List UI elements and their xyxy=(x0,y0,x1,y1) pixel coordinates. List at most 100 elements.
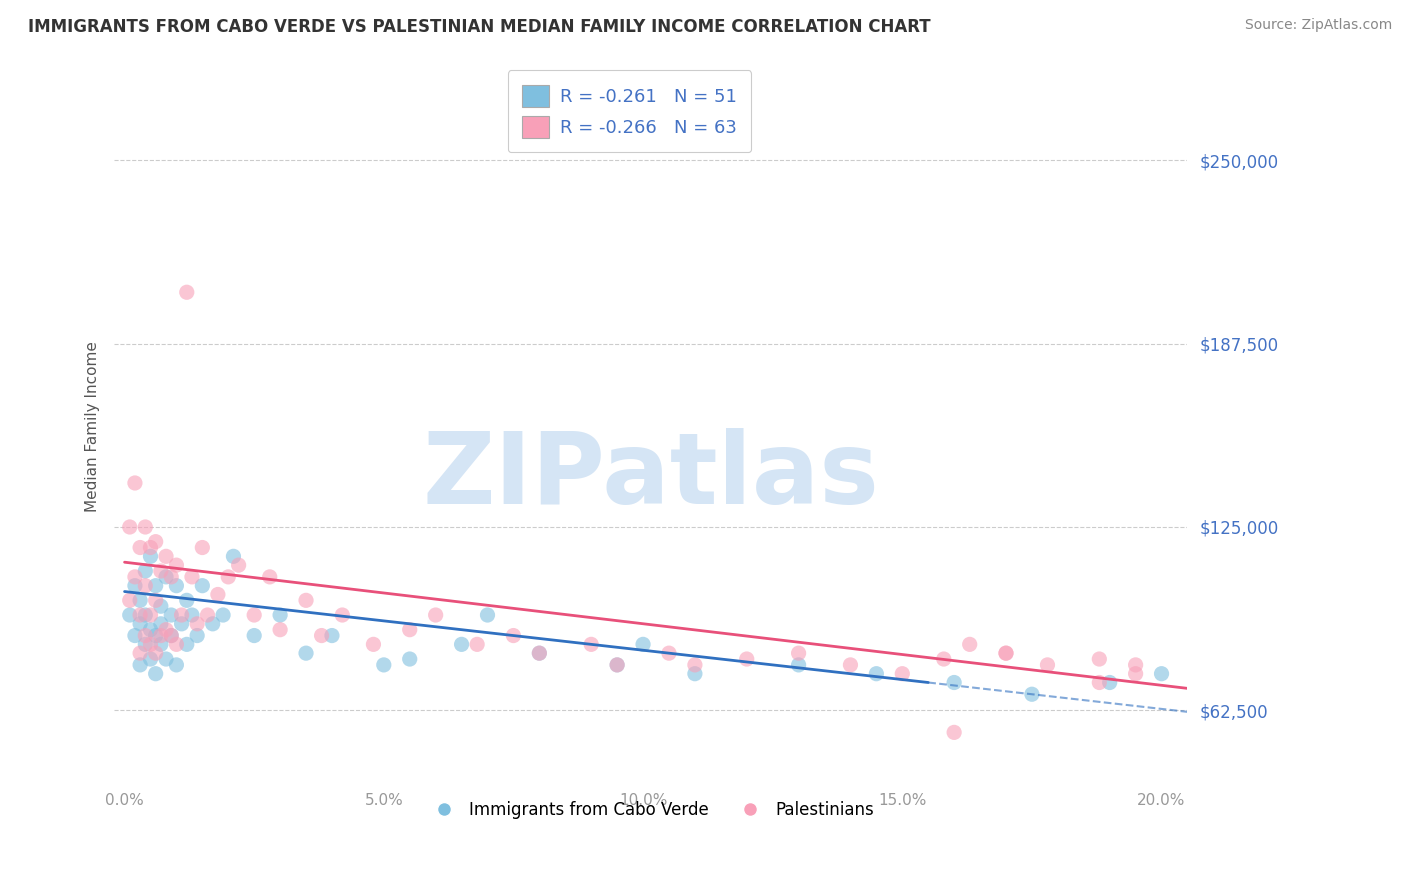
Point xyxy=(165,579,187,593)
Point xyxy=(139,623,162,637)
Point xyxy=(186,629,208,643)
Point xyxy=(201,616,224,631)
Point xyxy=(606,657,628,672)
Point xyxy=(160,629,183,643)
Point xyxy=(1088,652,1111,666)
Point xyxy=(139,637,162,651)
Point xyxy=(631,637,654,651)
Point xyxy=(465,637,488,651)
Point xyxy=(165,558,187,573)
Point xyxy=(145,629,167,643)
Point xyxy=(134,637,156,651)
Point xyxy=(155,623,177,637)
Text: IMMIGRANTS FROM CABO VERDE VS PALESTINIAN MEDIAN FAMILY INCOME CORRELATION CHART: IMMIGRANTS FROM CABO VERDE VS PALESTINIA… xyxy=(28,18,931,36)
Point xyxy=(181,607,204,622)
Point xyxy=(145,666,167,681)
Point xyxy=(943,725,966,739)
Point xyxy=(295,646,318,660)
Point xyxy=(118,520,141,534)
Point xyxy=(959,637,981,651)
Point xyxy=(139,549,162,564)
Point xyxy=(145,593,167,607)
Point xyxy=(124,579,146,593)
Point xyxy=(160,607,183,622)
Point xyxy=(865,666,887,681)
Point xyxy=(139,607,162,622)
Point xyxy=(134,579,156,593)
Legend: Immigrants from Cabo Verde, Palestinians: Immigrants from Cabo Verde, Palestinians xyxy=(420,794,882,825)
Point xyxy=(735,652,758,666)
Point xyxy=(197,607,219,622)
Point xyxy=(217,570,239,584)
Point xyxy=(943,675,966,690)
Point xyxy=(129,657,152,672)
Point xyxy=(129,541,152,555)
Point xyxy=(891,666,914,681)
Point xyxy=(228,558,250,573)
Point xyxy=(1088,675,1111,690)
Point xyxy=(191,579,214,593)
Point xyxy=(839,657,862,672)
Point xyxy=(170,607,193,622)
Point xyxy=(1021,687,1043,701)
Text: Source: ZipAtlas.com: Source: ZipAtlas.com xyxy=(1244,18,1392,32)
Point xyxy=(181,570,204,584)
Point xyxy=(321,629,343,643)
Point xyxy=(134,607,156,622)
Point xyxy=(191,541,214,555)
Point xyxy=(477,607,499,622)
Point xyxy=(186,616,208,631)
Point xyxy=(134,564,156,578)
Point xyxy=(787,657,810,672)
Point xyxy=(579,637,602,651)
Point xyxy=(683,657,706,672)
Point xyxy=(1150,666,1173,681)
Point xyxy=(1125,657,1147,672)
Point xyxy=(149,564,172,578)
Point xyxy=(330,607,353,622)
Point xyxy=(373,657,395,672)
Point xyxy=(658,646,681,660)
Point xyxy=(124,475,146,490)
Point xyxy=(1098,675,1121,690)
Point xyxy=(606,657,628,672)
Point xyxy=(994,646,1017,660)
Point xyxy=(450,637,472,651)
Point xyxy=(398,623,420,637)
Point xyxy=(129,607,152,622)
Point xyxy=(155,570,177,584)
Point xyxy=(1125,666,1147,681)
Point xyxy=(176,637,198,651)
Point xyxy=(683,666,706,681)
Point xyxy=(149,637,172,651)
Point xyxy=(207,587,229,601)
Text: ZIPatlas: ZIPatlas xyxy=(422,427,879,524)
Point xyxy=(295,593,318,607)
Y-axis label: Median Family Income: Median Family Income xyxy=(86,341,100,512)
Point xyxy=(932,652,955,666)
Point xyxy=(134,520,156,534)
Point xyxy=(994,646,1017,660)
Point xyxy=(145,534,167,549)
Point xyxy=(155,549,177,564)
Point xyxy=(425,607,447,622)
Point xyxy=(269,607,291,622)
Point xyxy=(160,570,183,584)
Point xyxy=(787,646,810,660)
Point xyxy=(363,637,385,651)
Point xyxy=(134,629,156,643)
Point xyxy=(398,652,420,666)
Point xyxy=(176,285,198,300)
Point xyxy=(269,623,291,637)
Point xyxy=(155,652,177,666)
Point xyxy=(165,637,187,651)
Point xyxy=(139,541,162,555)
Point xyxy=(243,629,266,643)
Point xyxy=(129,646,152,660)
Point xyxy=(259,570,281,584)
Point xyxy=(129,593,152,607)
Point xyxy=(165,657,187,672)
Point xyxy=(145,579,167,593)
Point xyxy=(139,652,162,666)
Point xyxy=(124,570,146,584)
